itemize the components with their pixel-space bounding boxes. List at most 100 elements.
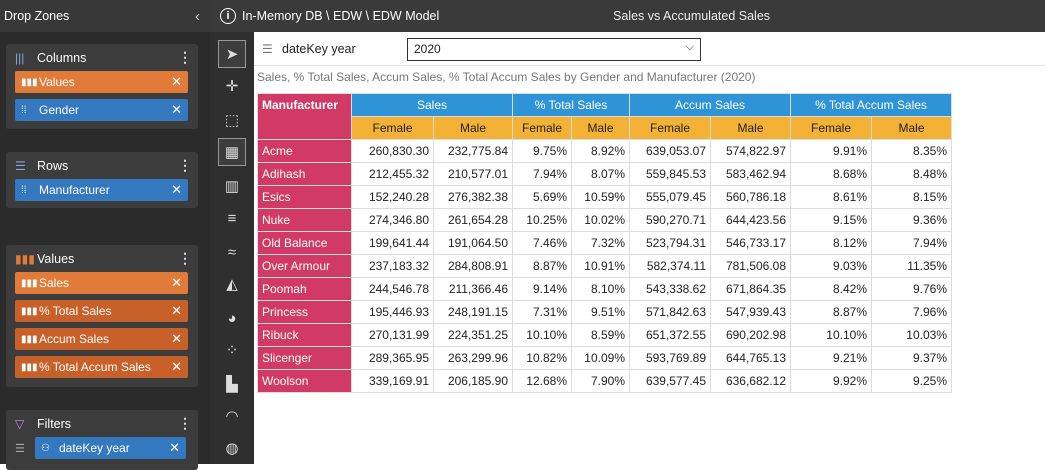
- values-menu-icon[interactable]: ⋮: [178, 250, 192, 266]
- table-cell[interactable]: 671,864.35: [710, 277, 791, 301]
- filter-pill-datekey-year[interactable]: ⚇ dateKey year ✕: [35, 437, 186, 459]
- select-area-icon[interactable]: ⬚: [224, 112, 240, 129]
- table-cell[interactable]: 191,064.50: [433, 231, 513, 255]
- filters-menu-icon[interactable]: ⋮: [178, 415, 192, 431]
- table-cell[interactable]: 244,546.78: [351, 277, 434, 301]
- table-cell[interactable]: 8.12%: [790, 231, 872, 255]
- table-cell[interactable]: 7.96%: [871, 300, 952, 324]
- table-cell[interactable]: 263,299.96: [433, 346, 513, 370]
- table-cell[interactable]: 199,641.44: [351, 231, 434, 255]
- table-cell[interactable]: 8.15%: [871, 185, 952, 209]
- table-cell[interactable]: 9.03%: [790, 254, 872, 278]
- table-cell[interactable]: 8.35%: [871, 139, 952, 163]
- table-cell[interactable]: 9.21%: [790, 346, 872, 370]
- table-cell[interactable]: 7.94%: [512, 162, 572, 186]
- row-label[interactable]: Acme: [257, 139, 352, 163]
- table-cell[interactable]: 8.42%: [790, 277, 872, 301]
- column-pill-values[interactable]: ▮▮▮ Values ✕: [15, 71, 188, 93]
- table-cell[interactable]: 571,842.63: [629, 300, 711, 324]
- table-cell[interactable]: 543,338.62: [629, 277, 711, 301]
- row-label[interactable]: Princess: [257, 300, 352, 324]
- table-cell[interactable]: 10.10%: [512, 323, 572, 347]
- table-cell[interactable]: 7.90%: [571, 369, 630, 393]
- table-cell[interactable]: 555,079.45: [629, 185, 711, 209]
- table-cell[interactable]: 232,775.84: [433, 139, 513, 163]
- line-chart-icon[interactable]: ≈: [227, 243, 237, 261]
- table-cell[interactable]: 8.10%: [571, 277, 630, 301]
- table-cell[interactable]: 593,769.89: [629, 346, 711, 370]
- table-cell[interactable]: 10.91%: [571, 254, 630, 278]
- table-cell[interactable]: 237,183.32: [351, 254, 434, 278]
- table-cell[interactable]: 651,372.55: [629, 323, 711, 347]
- table-cell[interactable]: 9.14%: [512, 277, 572, 301]
- group-header-total-sales[interactable]: % Total Sales: [512, 93, 630, 117]
- table-cell[interactable]: 9.76%: [871, 277, 952, 301]
- table-cell[interactable]: 546,733.17: [710, 231, 791, 255]
- table-cell[interactable]: 284,808.91: [433, 254, 513, 278]
- row-label[interactable]: Slicenger: [257, 346, 352, 370]
- table-cell[interactable]: 560,786.18: [710, 185, 791, 209]
- sub-header[interactable]: Male: [710, 116, 791, 140]
- group-header-sales[interactable]: Sales: [351, 93, 513, 117]
- table-cell[interactable]: 547,939.43: [710, 300, 791, 324]
- table-cell[interactable]: 9.51%: [571, 300, 630, 324]
- table-cell[interactable]: 8.68%: [790, 162, 872, 186]
- table-cell[interactable]: 10.02%: [571, 208, 630, 232]
- table-cell[interactable]: 8.87%: [790, 300, 872, 324]
- table-cell[interactable]: 8.61%: [790, 185, 872, 209]
- table-cell[interactable]: 276,382.38: [433, 185, 513, 209]
- sub-header[interactable]: Male: [871, 116, 952, 140]
- table-cell[interactable]: 639,053.07: [629, 139, 711, 163]
- table-cell[interactable]: 9.15%: [790, 208, 872, 232]
- year-filter-dropdown[interactable]: 2020 ⌵: [407, 38, 701, 61]
- row-label[interactable]: Poomah: [257, 277, 352, 301]
- value-pill-sales[interactable]: ▮▮▮ Sales ✕: [15, 272, 188, 294]
- table-cell[interactable]: 8.59%: [571, 323, 630, 347]
- table-cell[interactable]: 12.68%: [512, 369, 572, 393]
- table-cell[interactable]: 574,822.97: [710, 139, 791, 163]
- sub-header[interactable]: Male: [433, 116, 513, 140]
- table-cell[interactable]: 10.09%: [571, 346, 630, 370]
- area-chart-icon[interactable]: ◭: [226, 276, 238, 293]
- table-cell[interactable]: 9.91%: [790, 139, 872, 163]
- crosshair-icon[interactable]: ✛: [225, 78, 239, 95]
- table-cell[interactable]: 212,455.32: [351, 162, 434, 186]
- table-cell[interactable]: 9.92%: [790, 369, 872, 393]
- table-cell[interactable]: 8.92%: [571, 139, 630, 163]
- table-cell[interactable]: 636,682.12: [710, 369, 791, 393]
- table-cell[interactable]: 10.10%: [790, 323, 872, 347]
- gauge-icon[interactable]: ◠: [225, 408, 239, 425]
- table-cell[interactable]: 8.48%: [871, 162, 952, 186]
- group-header-accum-sales[interactable]: Accum Sales: [629, 93, 791, 117]
- table-cell[interactable]: 224,351.25: [433, 323, 513, 347]
- table-cell[interactable]: 8.07%: [571, 162, 630, 186]
- table-cell[interactable]: 523,794.31: [629, 231, 711, 255]
- table-cell[interactable]: 195,446.93: [351, 300, 434, 324]
- table-cell[interactable]: 559,845.53: [629, 162, 711, 186]
- table-cell[interactable]: 583,462.94: [710, 162, 791, 186]
- table-cell[interactable]: 10.82%: [512, 346, 572, 370]
- sub-header[interactable]: Female: [790, 116, 872, 140]
- row-label[interactable]: Woolson: [257, 369, 352, 393]
- table-cell[interactable]: 289,365.95: [351, 346, 434, 370]
- table-cell[interactable]: 7.94%: [871, 231, 952, 255]
- row-label[interactable]: Ribuck: [257, 323, 352, 347]
- remove-icon[interactable]: ✕: [171, 182, 182, 197]
- table-cell[interactable]: 339,169.91: [351, 369, 434, 393]
- table-cell[interactable]: 11.35%: [871, 254, 952, 278]
- table-cell[interactable]: 206,185.90: [433, 369, 513, 393]
- table-cell[interactable]: 639,577.45: [629, 369, 711, 393]
- collapse-chevron-icon[interactable]: ‹: [195, 7, 200, 25]
- scatter-icon[interactable]: ⁘: [225, 342, 239, 359]
- row-label[interactable]: Adihash: [257, 162, 352, 186]
- table-cell[interactable]: 274,346.80: [351, 208, 434, 232]
- value-pill-total-sales[interactable]: ▮▮▮ % Total Sales ✕: [15, 300, 188, 322]
- table-cell[interactable]: 248,191.15: [433, 300, 513, 324]
- table-icon[interactable]: ▦: [218, 138, 246, 166]
- table-cell[interactable]: 9.36%: [871, 208, 952, 232]
- table-cell[interactable]: 590,270.71: [629, 208, 711, 232]
- sub-header[interactable]: Female: [629, 116, 711, 140]
- columns-menu-icon[interactable]: ⋮: [178, 49, 192, 65]
- remove-icon[interactable]: ✕: [171, 275, 182, 290]
- row-label[interactable]: Over Armour: [257, 254, 352, 278]
